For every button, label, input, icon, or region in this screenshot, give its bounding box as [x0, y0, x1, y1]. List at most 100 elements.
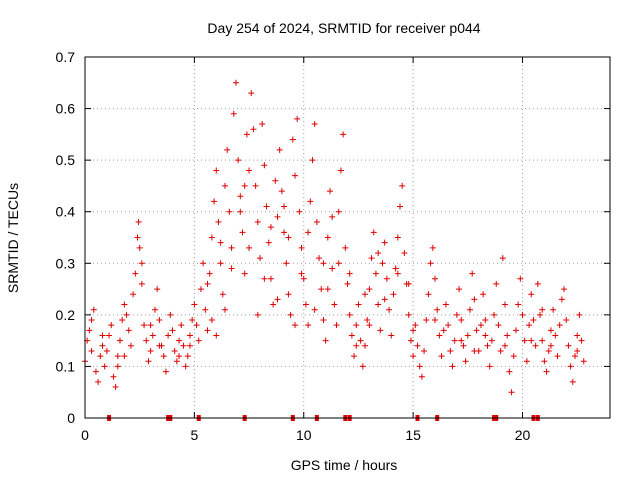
data-point	[99, 332, 106, 339]
data-point	[143, 337, 150, 344]
data-point	[263, 203, 270, 210]
data-point	[335, 208, 342, 215]
data-point	[305, 229, 312, 236]
data-point	[394, 270, 401, 277]
data-point	[311, 306, 318, 313]
data-point	[217, 239, 224, 246]
data-point	[394, 234, 401, 241]
data-point	[101, 363, 108, 370]
data-point	[97, 353, 104, 360]
data-point	[460, 342, 467, 349]
data-point	[386, 306, 393, 313]
data-point	[480, 291, 487, 298]
data-point	[117, 337, 123, 344]
data-point	[243, 131, 250, 138]
data-point	[477, 322, 484, 329]
data-point	[333, 322, 340, 329]
data-point	[502, 301, 508, 308]
data-point	[552, 332, 559, 339]
data-point	[206, 270, 213, 277]
data-point	[383, 275, 390, 282]
data-point	[377, 327, 384, 334]
data-point	[421, 347, 428, 354]
data-point	[547, 327, 554, 334]
data-point	[445, 322, 452, 329]
data-point	[112, 384, 119, 391]
data-point	[187, 342, 193, 349]
data-point	[169, 327, 176, 334]
data-point	[230, 110, 237, 117]
y-tick-label: 0.5	[56, 152, 76, 168]
data-point	[324, 286, 331, 293]
data-point	[467, 306, 473, 313]
data-point	[410, 353, 417, 360]
data-point	[471, 296, 478, 303]
data-point	[178, 322, 185, 329]
data-point	[414, 342, 421, 349]
data-point	[254, 219, 261, 226]
data-point	[121, 353, 128, 360]
data-points	[82, 79, 587, 396]
data-point	[556, 322, 563, 329]
data-point	[313, 219, 320, 226]
data-point	[418, 373, 425, 380]
data-point	[337, 167, 344, 174]
data-point	[204, 280, 211, 287]
data-point	[213, 167, 220, 174]
data-point	[388, 332, 395, 339]
data-point	[287, 311, 294, 318]
data-point	[318, 286, 325, 293]
data-point	[267, 224, 274, 231]
data-point	[572, 353, 578, 360]
data-point	[429, 244, 436, 251]
data-point	[239, 229, 246, 236]
data-point	[432, 275, 438, 282]
data-point	[405, 311, 412, 318]
data-point	[162, 368, 169, 375]
data-point	[353, 322, 360, 329]
y-tick-label: 0.3	[56, 255, 76, 271]
data-point	[491, 311, 498, 318]
y-tick-label: 0.7	[56, 49, 76, 65]
data-point	[499, 255, 506, 262]
data-point	[381, 239, 388, 246]
data-point	[547, 342, 554, 349]
data-point	[152, 306, 158, 313]
data-point	[574, 332, 581, 339]
data-point	[88, 347, 95, 354]
data-point	[353, 342, 360, 349]
data-point	[156, 342, 163, 349]
data-point	[241, 270, 248, 277]
data-point	[550, 306, 557, 313]
data-point	[176, 353, 183, 360]
y-tick-label: 0.1	[56, 358, 76, 374]
data-point	[329, 213, 336, 220]
data-point	[86, 327, 93, 334]
data-point	[482, 332, 489, 339]
x-tick-label: 10	[296, 427, 312, 443]
data-point	[132, 270, 139, 277]
data-point	[412, 322, 419, 329]
data-point	[390, 291, 397, 298]
data-point	[405, 280, 412, 287]
data-point	[567, 363, 574, 370]
data-point	[464, 332, 471, 339]
data-point	[366, 322, 373, 329]
data-point	[160, 353, 167, 360]
data-point	[449, 363, 456, 370]
data-point	[458, 337, 465, 344]
data-point	[145, 358, 152, 365]
data-point	[366, 286, 373, 293]
data-point	[156, 317, 163, 324]
data-point	[541, 358, 548, 365]
data-point	[298, 270, 305, 277]
data-point	[114, 353, 121, 360]
data-point	[281, 203, 288, 210]
data-point	[554, 353, 561, 360]
data-point	[211, 198, 218, 205]
data-point	[375, 249, 382, 256]
data-point	[154, 286, 161, 293]
data-point	[272, 177, 279, 184]
data-point	[285, 291, 292, 298]
